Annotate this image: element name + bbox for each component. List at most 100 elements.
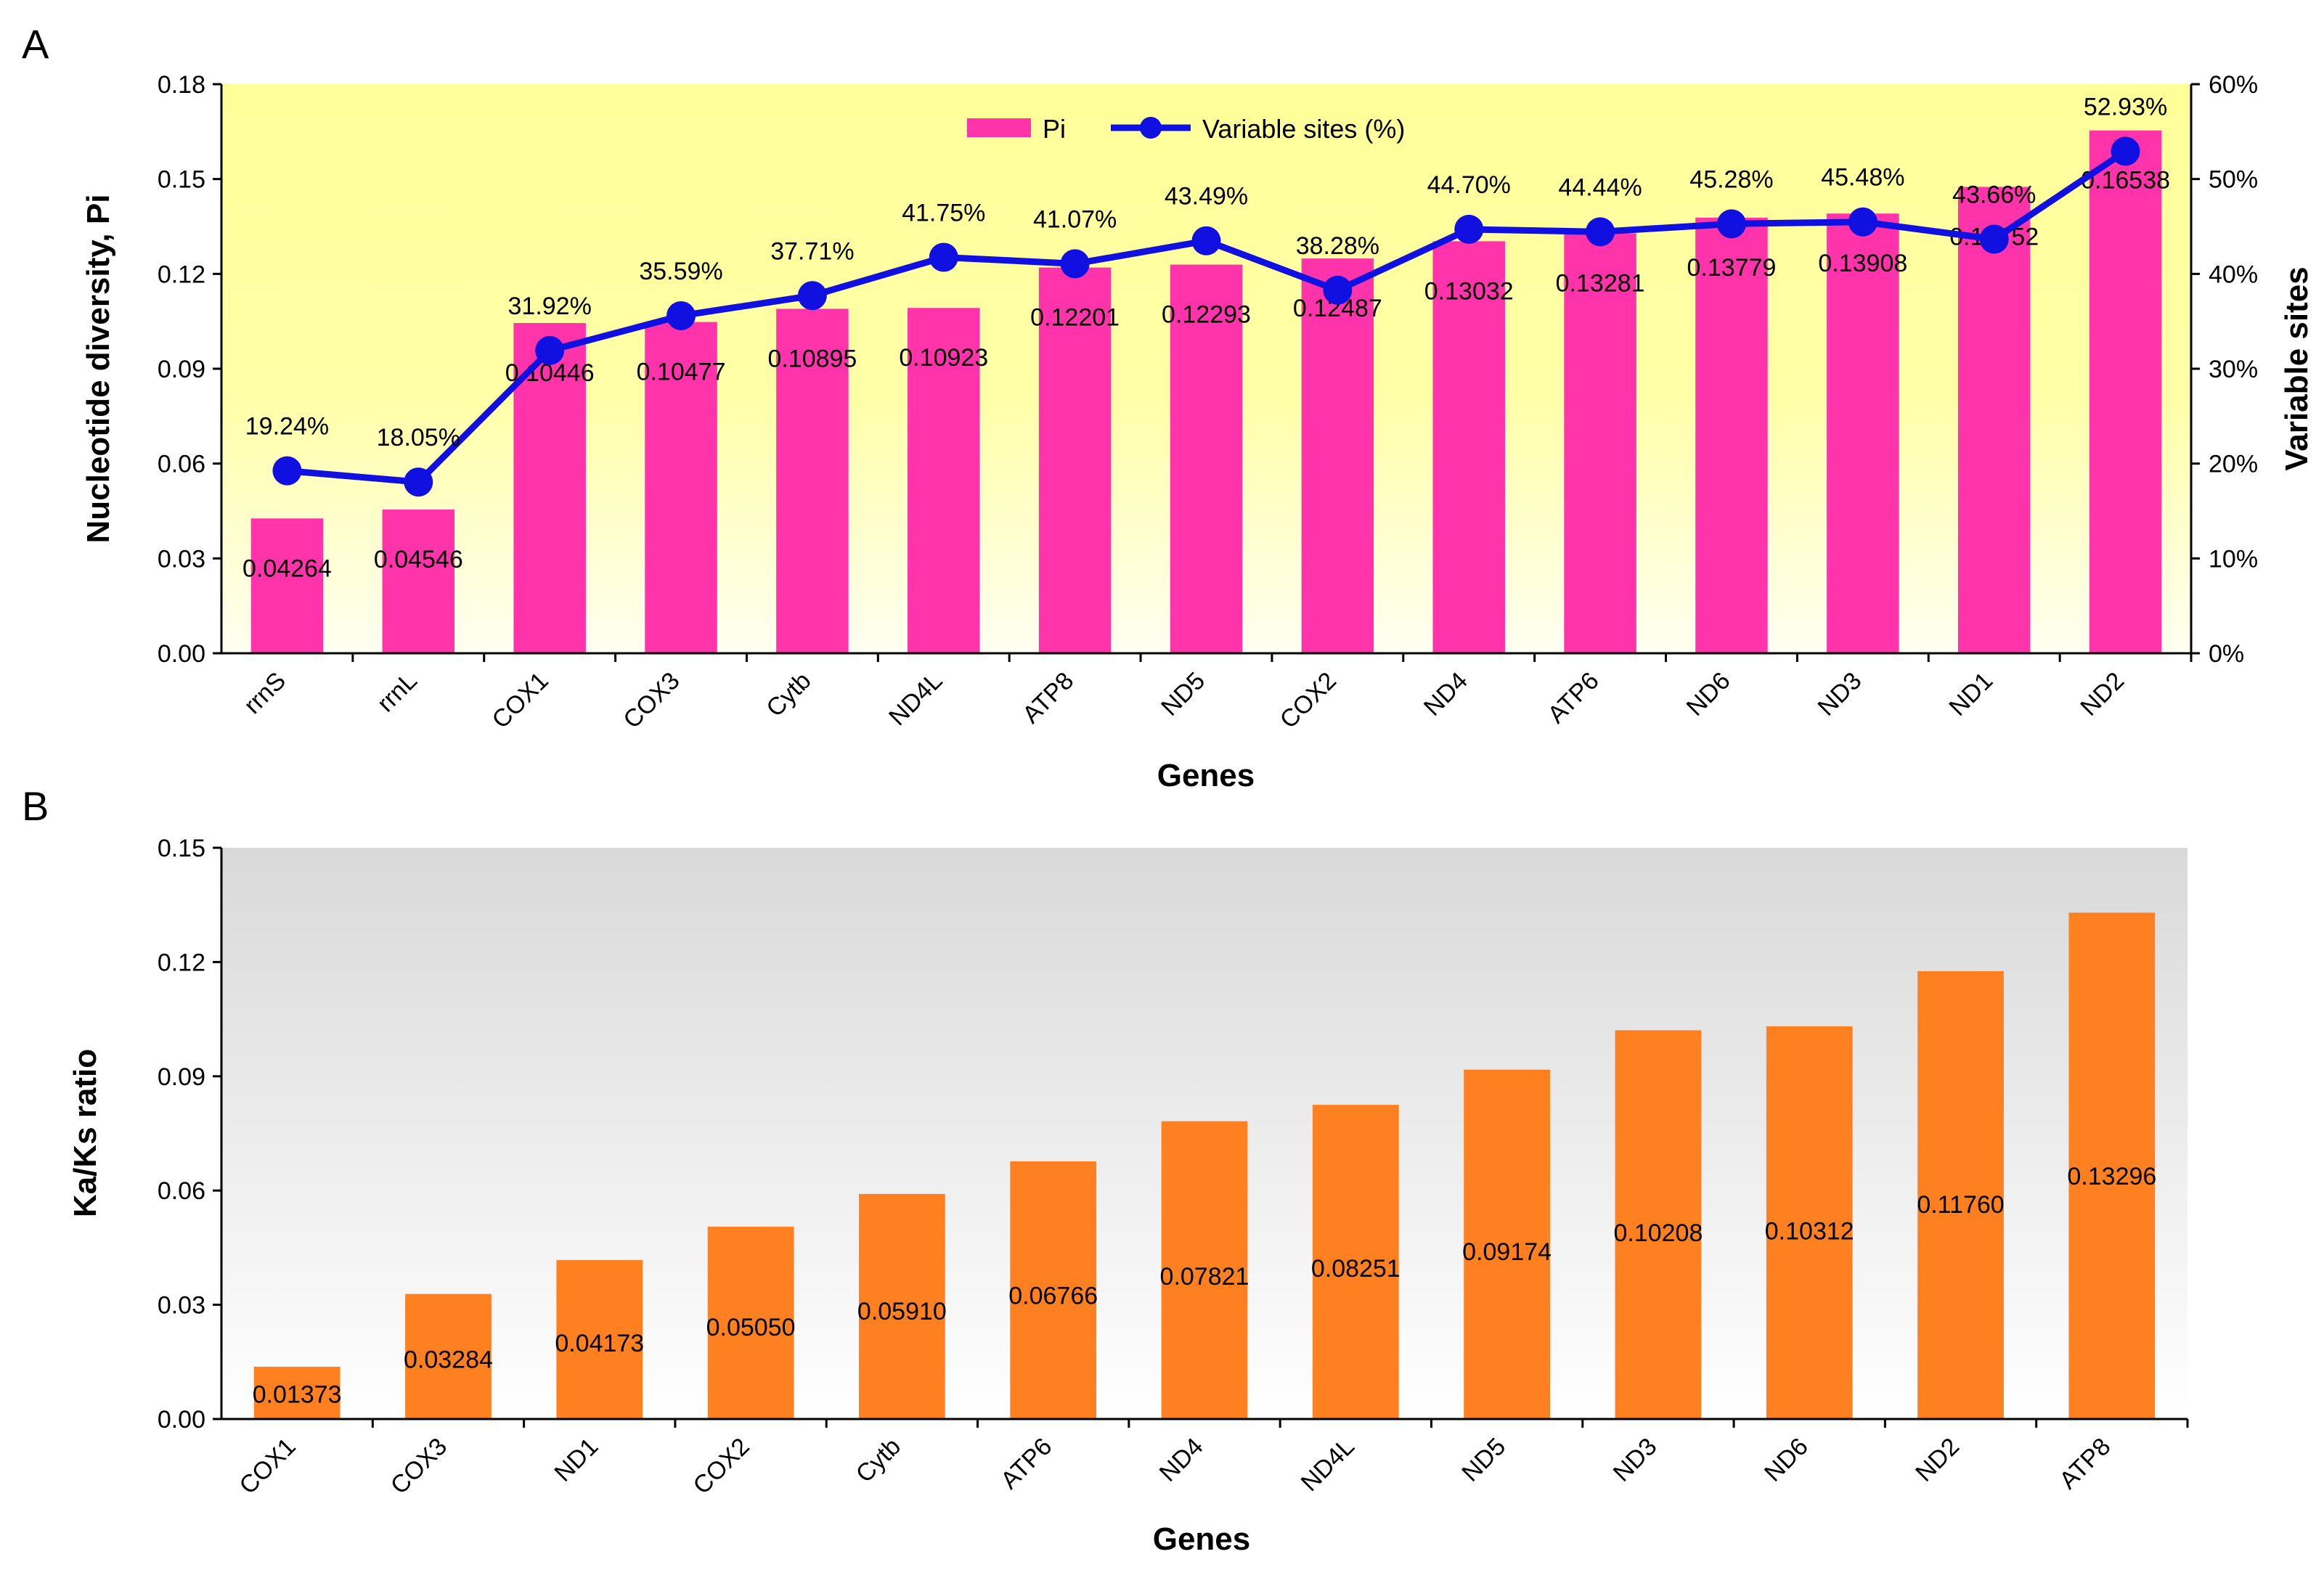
- y2-tick-label: 10%: [2209, 545, 2258, 573]
- y-tick-label: 0.12: [158, 949, 205, 976]
- pi-bar-label: 0.04546: [374, 546, 463, 573]
- x-tick-label: COX3: [618, 667, 685, 734]
- pi-bar-label: 0.13779: [1687, 254, 1777, 282]
- pi-bars: [250, 130, 2162, 654]
- x-tick-label: ND4: [1154, 1433, 1209, 1487]
- kaks-bar-ND4L: [1312, 1105, 1399, 1419]
- pi-bar-ND2: [2089, 130, 2162, 653]
- x-tick-label: ND2: [2075, 667, 2129, 721]
- variable-sites-point-ATP8: [1060, 249, 1090, 279]
- variable-sites-labels: 19.24% 18.05% 31.92% 35.59% 37.71% 41.75% 41.0…: [245, 93, 2167, 451]
- kaks-bar-label: 0.13296: [2067, 1163, 2156, 1190]
- x-tick-label: COX1: [234, 1433, 301, 1500]
- variable-sites-point-COX3: [666, 300, 696, 330]
- variable-sites-point-ND6: [1716, 209, 1746, 239]
- pi-bar-rrnS: [250, 518, 324, 653]
- legend-label-pi: Pi: [1043, 114, 1066, 144]
- y-tick-label: 0.18: [158, 71, 205, 99]
- x-tick-label: Cytb: [851, 1433, 906, 1488]
- y-tick-label: 0.06: [158, 1177, 205, 1205]
- x-tick-label: ND3: [1608, 1433, 1663, 1487]
- pi-bar-ND4L: [908, 308, 980, 653]
- kaks-bar-label: 0.03284: [404, 1346, 493, 1373]
- variable-sites-point-COX2: [1323, 275, 1353, 305]
- x-tick-label: ATP8: [2054, 1433, 2116, 1495]
- x-axis-title-b: Genes: [1153, 1521, 1251, 1557]
- kaks-bar-ND6: [1766, 1026, 1853, 1419]
- variable-sites-point-ND4L: [929, 242, 958, 272]
- y-tick-label: 0.15: [158, 835, 205, 862]
- variable-sites-label: 41.75%: [902, 199, 985, 226]
- pi-bar-ATP6: [1564, 233, 1636, 653]
- pi-bar-ND3: [1827, 213, 1899, 653]
- y-tick-label: 0.09: [158, 356, 205, 383]
- variable-sites-point-ND1: [1979, 224, 2009, 254]
- x-axis-title-a: Genes: [1157, 758, 1255, 793]
- kaks-bar-COX1: [253, 1366, 341, 1419]
- variable-sites-point-Cytb: [797, 281, 827, 311]
- variable-sites-point-COX1: [535, 335, 565, 365]
- kaks-bar-label: 0.08251: [1311, 1255, 1400, 1283]
- kaks-bar-label: 0.01373: [253, 1381, 342, 1408]
- kaks-bar-labels: 0.01373 0.03284 0.04173 0.05050 0.05910 0.067…: [253, 1163, 2157, 1408]
- pi-bar-label: 0.13032: [1424, 277, 1514, 305]
- kaks-bar-ATP6: [1010, 1161, 1097, 1419]
- variable-sites-label: 19.24%: [245, 413, 329, 441]
- kaks-bar-ND2: [1917, 970, 2004, 1419]
- x-tick-label: COX2: [1275, 667, 1342, 734]
- legend-a: Pi Variable sites (%): [967, 114, 1405, 144]
- y-tick-label: 0.00: [158, 640, 205, 668]
- y-tick-label: 0.06: [158, 451, 205, 478]
- y2-tick-label: 40%: [2209, 261, 2258, 288]
- variable-sites-label: 45.48%: [1821, 164, 1904, 192]
- y-tick-label: 0.00: [158, 1406, 205, 1434]
- variable-sites-line: [272, 136, 2140, 497]
- legend-label-variable-sites: Variable sites (%): [1202, 114, 1405, 144]
- pi-bar-label: 0.10895: [767, 345, 857, 372]
- kaks-bars: [253, 912, 2156, 1419]
- variable-sites-label: 41.07%: [1033, 205, 1117, 233]
- y2-axis-title-a: Variable sites: [2279, 266, 2315, 470]
- kaks-bar-COX3: [405, 1293, 492, 1419]
- x-tick-label: Cytb: [761, 667, 816, 722]
- x-tick-label: ND5: [1156, 667, 1210, 721]
- pi-bar-label: 0.10923: [899, 344, 988, 372]
- variable-sites-label: 31.92%: [508, 293, 592, 320]
- kaks-bar-label: 0.09174: [1462, 1238, 1552, 1266]
- x-tick-label: COX3: [386, 1433, 452, 1500]
- kaks-bar-ND5: [1464, 1069, 1550, 1419]
- pi-bar-ND1: [1957, 187, 2031, 653]
- x-tick-label: ATP6: [995, 1433, 1057, 1495]
- legend-marker-variable-sites: [1140, 117, 1162, 139]
- y-axis-title-a: Nucleotide diversity, Pi: [81, 195, 116, 544]
- kaks-bar-Cytb: [859, 1193, 945, 1419]
- pi-bar-rrnL: [382, 509, 455, 653]
- kaks-bar-label: 0.06766: [1008, 1283, 1098, 1310]
- x-tick-label: ND4L: [1296, 1433, 1360, 1497]
- x-tick-label: ND6: [1681, 667, 1736, 721]
- pi-bar-label: 0.12293: [1162, 301, 1251, 329]
- pi-bar-ND5: [1170, 264, 1243, 654]
- y2-tick-label: 30%: [2209, 356, 2258, 383]
- x-tick-label: ATP6: [1543, 667, 1605, 729]
- kaks-bar-label: 0.10312: [1765, 1217, 1854, 1245]
- variable-sites-label: 45.28%: [1689, 165, 1773, 193]
- variable-sites-point-ND2: [2111, 136, 2140, 166]
- variable-sites-label: 43.66%: [1952, 181, 2036, 209]
- x-tick-label: ND4L: [884, 667, 947, 731]
- variable-sites-point-ATP6: [1586, 217, 1615, 247]
- x-tick-label: rrnL: [372, 667, 423, 718]
- y-tick-label: 0.15: [158, 166, 205, 194]
- pi-bar-label: 0.04264: [242, 555, 332, 582]
- pi-bar-ND6: [1695, 217, 1768, 653]
- kaks-bar-ND1: [556, 1260, 643, 1419]
- variable-sites-label: 35.59%: [639, 258, 722, 285]
- pi-bar-ATP8: [1038, 267, 1112, 653]
- x-tick-label: ND5: [1456, 1433, 1511, 1487]
- x-tick-label: ATP8: [1017, 667, 1079, 729]
- pi-bar-label: 0.10477: [637, 359, 726, 386]
- y-tick-label: 0.09: [158, 1063, 205, 1091]
- kaks-bar-label: 0.11760: [1917, 1191, 2004, 1219]
- y2-tick-label: 0%: [2209, 640, 2244, 668]
- pi-bar-ND4: [1432, 241, 1505, 653]
